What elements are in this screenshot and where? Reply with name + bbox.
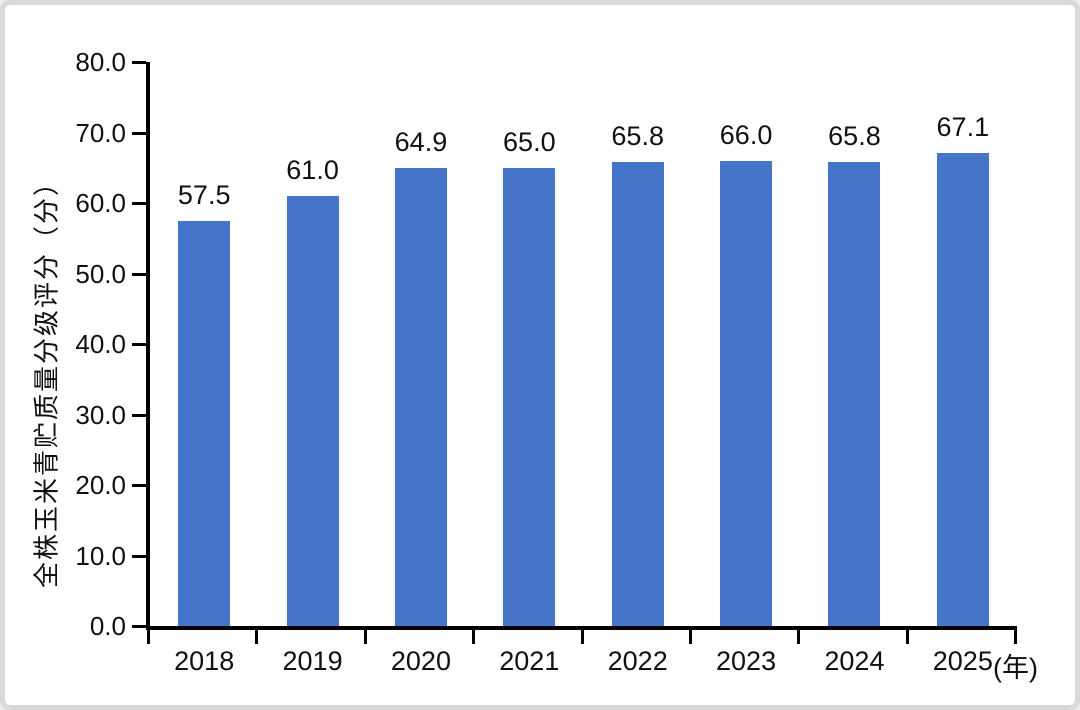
y-tick-label: 0.0: [89, 611, 126, 641]
x-tick-label-2020: 2020: [390, 646, 451, 676]
bar-value-label-2024: 65.8: [828, 121, 881, 152]
y-tick-label: 60.0: [75, 188, 126, 218]
bar-2025: [936, 152, 989, 626]
y-tick-label: 30.0: [75, 399, 126, 430]
x-tick-mark: [905, 630, 909, 644]
bar-2020: [394, 168, 447, 626]
x-tick-mark: [1014, 630, 1017, 644]
y-axis-line: [146, 62, 150, 630]
x-axis-unit-label: (年): [993, 653, 1038, 683]
y-tick-mark: [132, 484, 146, 487]
bar-2021: [503, 167, 556, 626]
x-tick-mark: [580, 630, 584, 644]
bar-2023: [720, 160, 773, 626]
y-tick-label: 80.0: [75, 47, 126, 77]
x-tick-mark: [472, 630, 476, 644]
x-tick-mark: [147, 630, 150, 644]
x-tick-label-2024: 2024: [824, 646, 885, 676]
x-tick-label-2019: 2019: [282, 646, 343, 676]
bar-value-label-2020: 64.9: [394, 127, 448, 158]
x-axis-line: [146, 626, 1017, 630]
bar-2022: [611, 162, 664, 626]
y-tick-mark: [132, 625, 146, 628]
x-tick-mark: [688, 630, 692, 644]
bar-value-label-2019: 61.0: [286, 154, 339, 185]
bar-value-label-2022: 65.8: [611, 121, 664, 152]
x-tick-mark: [363, 630, 367, 644]
x-tick-label-2023: 2023: [716, 646, 777, 676]
x-tick-label-2025: 2025: [932, 646, 993, 676]
y-tick-mark: [132, 131, 146, 135]
x-tick-label-2018: 2018: [174, 646, 235, 676]
x-tick-mark: [255, 630, 259, 644]
y-tick-mark: [132, 554, 146, 558]
y-tick-mark: [132, 343, 146, 346]
y-tick-mark: [132, 413, 146, 417]
bar-value-label-2021: 65.0: [503, 126, 556, 157]
y-tick-label: 50.0: [75, 258, 126, 289]
bar-chart: 全株玉米青贮质量分级评分（分） (年) 0.0 10.0 20.0 30.0 40.0 5…: [5, 5, 1075, 705]
bar-value-label-2018: 57.5: [177, 179, 231, 210]
y-tick-mark: [132, 272, 146, 276]
y-tick-label: 10.0: [75, 540, 126, 571]
y-axis-title: 全株玉米青贮质量分级评分（分）: [31, 167, 62, 589]
y-tick-label: 70.0: [75, 117, 126, 148]
bar-2024: [828, 162, 881, 626]
bar-value-label-2025: 67.1: [936, 111, 990, 142]
x-tick-label-2021: 2021: [499, 646, 560, 676]
bar-2018: [178, 220, 231, 626]
y-tick-label: 20.0: [75, 470, 126, 500]
x-tick-label-2022: 2022: [607, 646, 668, 676]
x-tick-mark: [797, 630, 801, 644]
y-tick-mark: [132, 202, 146, 205]
bar-value-label-2023: 66.0: [719, 119, 773, 150]
y-tick-label: 40.0: [75, 329, 126, 359]
bar-2019: [286, 195, 339, 626]
y-tick-mark: [132, 61, 146, 64]
